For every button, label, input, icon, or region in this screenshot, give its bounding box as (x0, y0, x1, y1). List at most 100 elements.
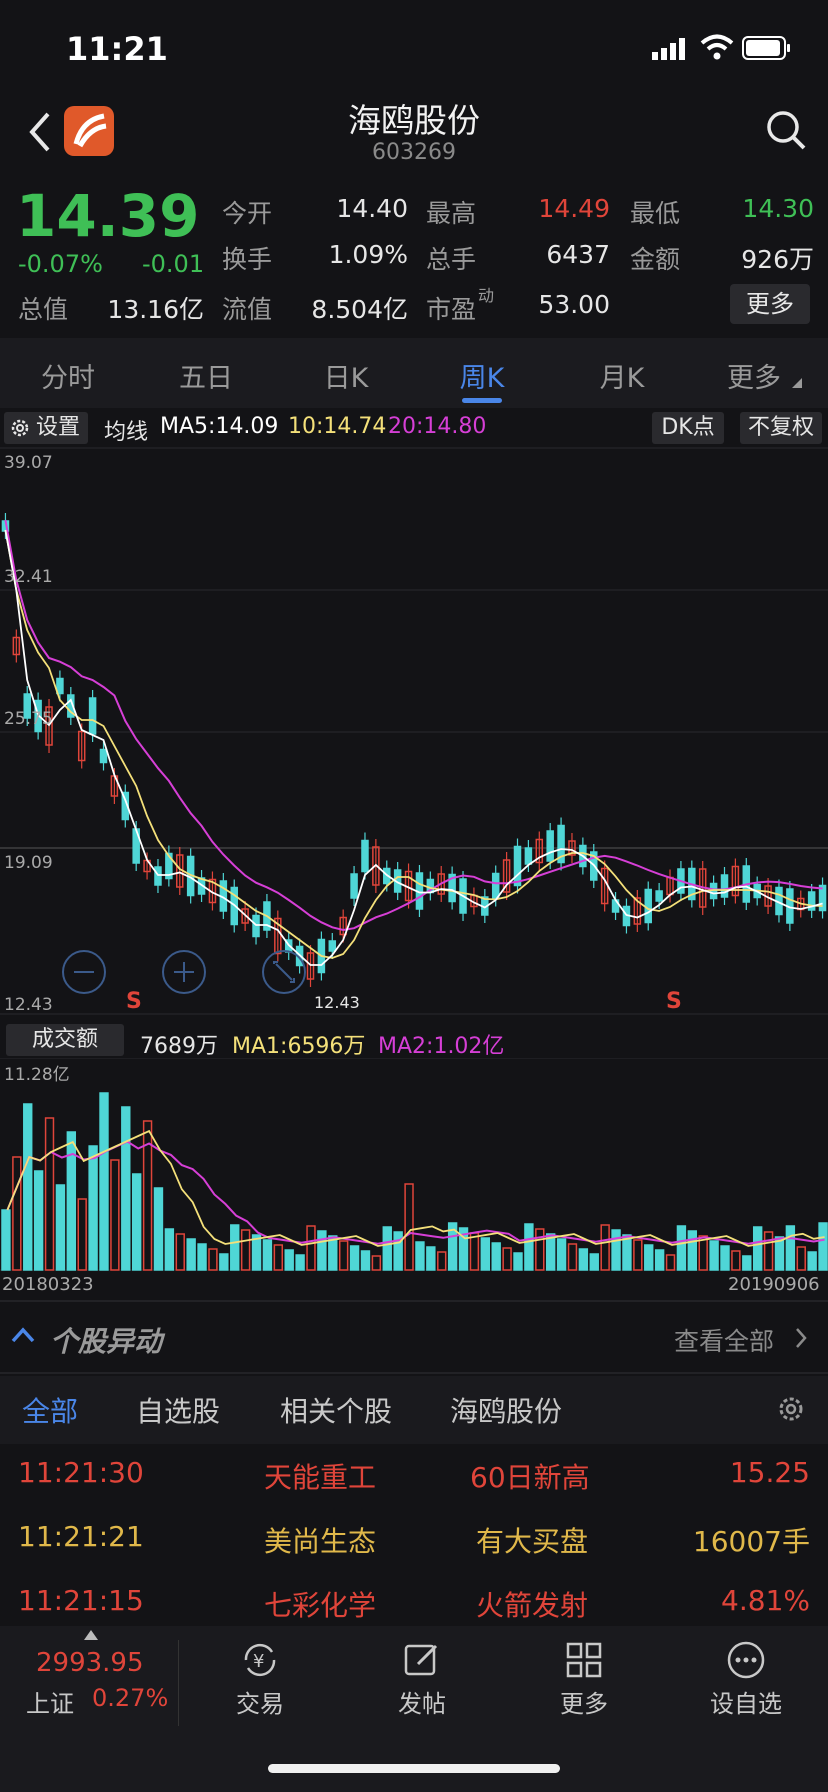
volume-bar (589, 1253, 599, 1271)
volume-bar (131, 1173, 142, 1271)
edit-icon[interactable] (402, 1640, 442, 1680)
fullscreen-icon[interactable] (262, 950, 306, 994)
volume-value: 6437 (546, 240, 610, 269)
float-label: 流值 (222, 295, 273, 324)
volume-bar (12, 1156, 22, 1271)
volume-bar (240, 1229, 251, 1271)
volume-bar (513, 1252, 523, 1271)
volume-bar (633, 1239, 643, 1271)
candle-body (23, 693, 31, 719)
tab-more[interactable]: 更多 (727, 363, 781, 394)
trade-label[interactable]: 交易 (236, 1690, 284, 1718)
active-tab-underline (462, 398, 502, 403)
candle-body (77, 730, 86, 762)
settings-button[interactable]: 设置 (4, 412, 88, 444)
volume-bar (709, 1240, 719, 1271)
yuan-cycle-icon[interactable]: ¥ (240, 1640, 280, 1680)
add-watchlist-label[interactable]: 设自选 (710, 1690, 782, 1718)
candlestick-chart[interactable]: 39.07 32.41 25.75 19.09 12.43 12.43 S S (0, 446, 828, 1016)
volume-bar (88, 1145, 98, 1271)
volume-max-label: 11.28亿 (4, 1065, 70, 1085)
volume-bar (175, 1233, 185, 1271)
tab-daily-k[interactable]: 日K (323, 363, 369, 394)
zoom-out-icon[interactable] (62, 950, 106, 994)
index-percent: 0.27% (92, 1684, 169, 1712)
turnover-value: 1.09% (328, 240, 408, 269)
dk-button[interactable]: DK点 (652, 412, 724, 444)
volume-bar (752, 1226, 763, 1271)
app-logo (64, 106, 114, 156)
candle-body (361, 839, 369, 873)
pe-super: 动 (478, 286, 495, 305)
list-item[interactable]: 11:21:21 美尚生态 有大买盘 16007手 (0, 1510, 828, 1574)
volume-type-button[interactable]: 成交额 (6, 1024, 124, 1056)
page-title: 海鸥股份 (348, 101, 480, 140)
wifi-icon (700, 34, 734, 60)
index-value[interactable]: 2993.95 (36, 1648, 144, 1678)
volume-bar (437, 1251, 447, 1271)
settings-gear-icon[interactable] (776, 1394, 806, 1424)
candle-body (274, 917, 282, 955)
volume-bar (77, 1198, 87, 1271)
list-item[interactable]: 11:21:15 七彩化学 火箭发射 4.81% (0, 1574, 828, 1638)
candle-body (807, 891, 816, 911)
row-name: 美尚生态 (264, 1525, 377, 1558)
mktcap-label: 总值 (18, 295, 69, 324)
post-label[interactable]: 发帖 (398, 1690, 446, 1718)
candle-body (165, 852, 173, 880)
volume-bar (469, 1232, 480, 1271)
row-value: 16007手 (692, 1525, 810, 1558)
chevron-up-icon[interactable] (10, 1326, 36, 1344)
adjust-button[interactable]: 不复权 (740, 412, 822, 444)
zoom-in-icon[interactable] (162, 950, 206, 994)
more-label[interactable]: 更多 (560, 1690, 608, 1718)
volume-bar (349, 1245, 360, 1271)
search-icon[interactable] (764, 108, 808, 152)
volume-bar (284, 1249, 294, 1271)
candle-body (491, 872, 500, 900)
news-tab-watchlist[interactable]: 自选股 (136, 1395, 221, 1428)
index-name: 上证 (26, 1690, 74, 1718)
low-label: 最低 (630, 199, 681, 228)
tab-five-day[interactable]: 五日 (179, 363, 233, 394)
volume-bar (44, 1117, 55, 1271)
pe-value: 53.00 (538, 290, 610, 319)
tab-monthly-k[interactable]: 月K (599, 363, 645, 394)
candle-body (568, 840, 576, 856)
row-time: 11:21:21 (18, 1520, 144, 1553)
y-label-bottom: 12.43 (4, 995, 53, 1015)
battery-icon (742, 36, 790, 60)
volume-bar (622, 1234, 632, 1271)
view-all-link[interactable]: 查看全部 (674, 1327, 775, 1356)
volume-bar (23, 1103, 33, 1271)
divider (178, 1640, 179, 1726)
volume-bar (153, 1187, 164, 1271)
volume-bar (208, 1248, 218, 1271)
volume-bar (197, 1243, 207, 1271)
ma10-value: 10:14.74 (288, 414, 387, 439)
dots-circle-icon[interactable] (726, 1640, 766, 1680)
volume-bar (654, 1249, 665, 1271)
news-tab-related[interactable]: 相关个股 (280, 1395, 393, 1428)
y-label-4: 19.09 (4, 853, 53, 873)
tab-intraday[interactable]: 分时 (41, 363, 95, 394)
quote-more-button[interactable]: 更多 (730, 284, 810, 324)
tab-weekly-k[interactable]: 周K (459, 363, 505, 394)
grid-icon[interactable] (564, 1640, 604, 1680)
news-tab-all[interactable]: 全部 (22, 1395, 79, 1428)
volume-bar (295, 1254, 305, 1271)
back-icon[interactable] (26, 110, 52, 154)
volume-bar (480, 1237, 491, 1271)
news-tab-stock[interactable]: 海鸥股份 (450, 1395, 563, 1428)
gear-icon (11, 419, 29, 437)
candle-body (241, 908, 249, 924)
row-name: 七彩化学 (264, 1589, 377, 1622)
row-value: 15.25 (729, 1456, 810, 1489)
candle-body (633, 897, 642, 925)
volume-bar (415, 1241, 425, 1271)
signal-mark-2: S (666, 989, 682, 1014)
volume-bar (687, 1230, 698, 1271)
list-item[interactable]: 11:21:30 天能重工 60日新高 15.25 (0, 1446, 828, 1510)
volume-bar (426, 1246, 436, 1271)
volume-bar (698, 1235, 708, 1271)
